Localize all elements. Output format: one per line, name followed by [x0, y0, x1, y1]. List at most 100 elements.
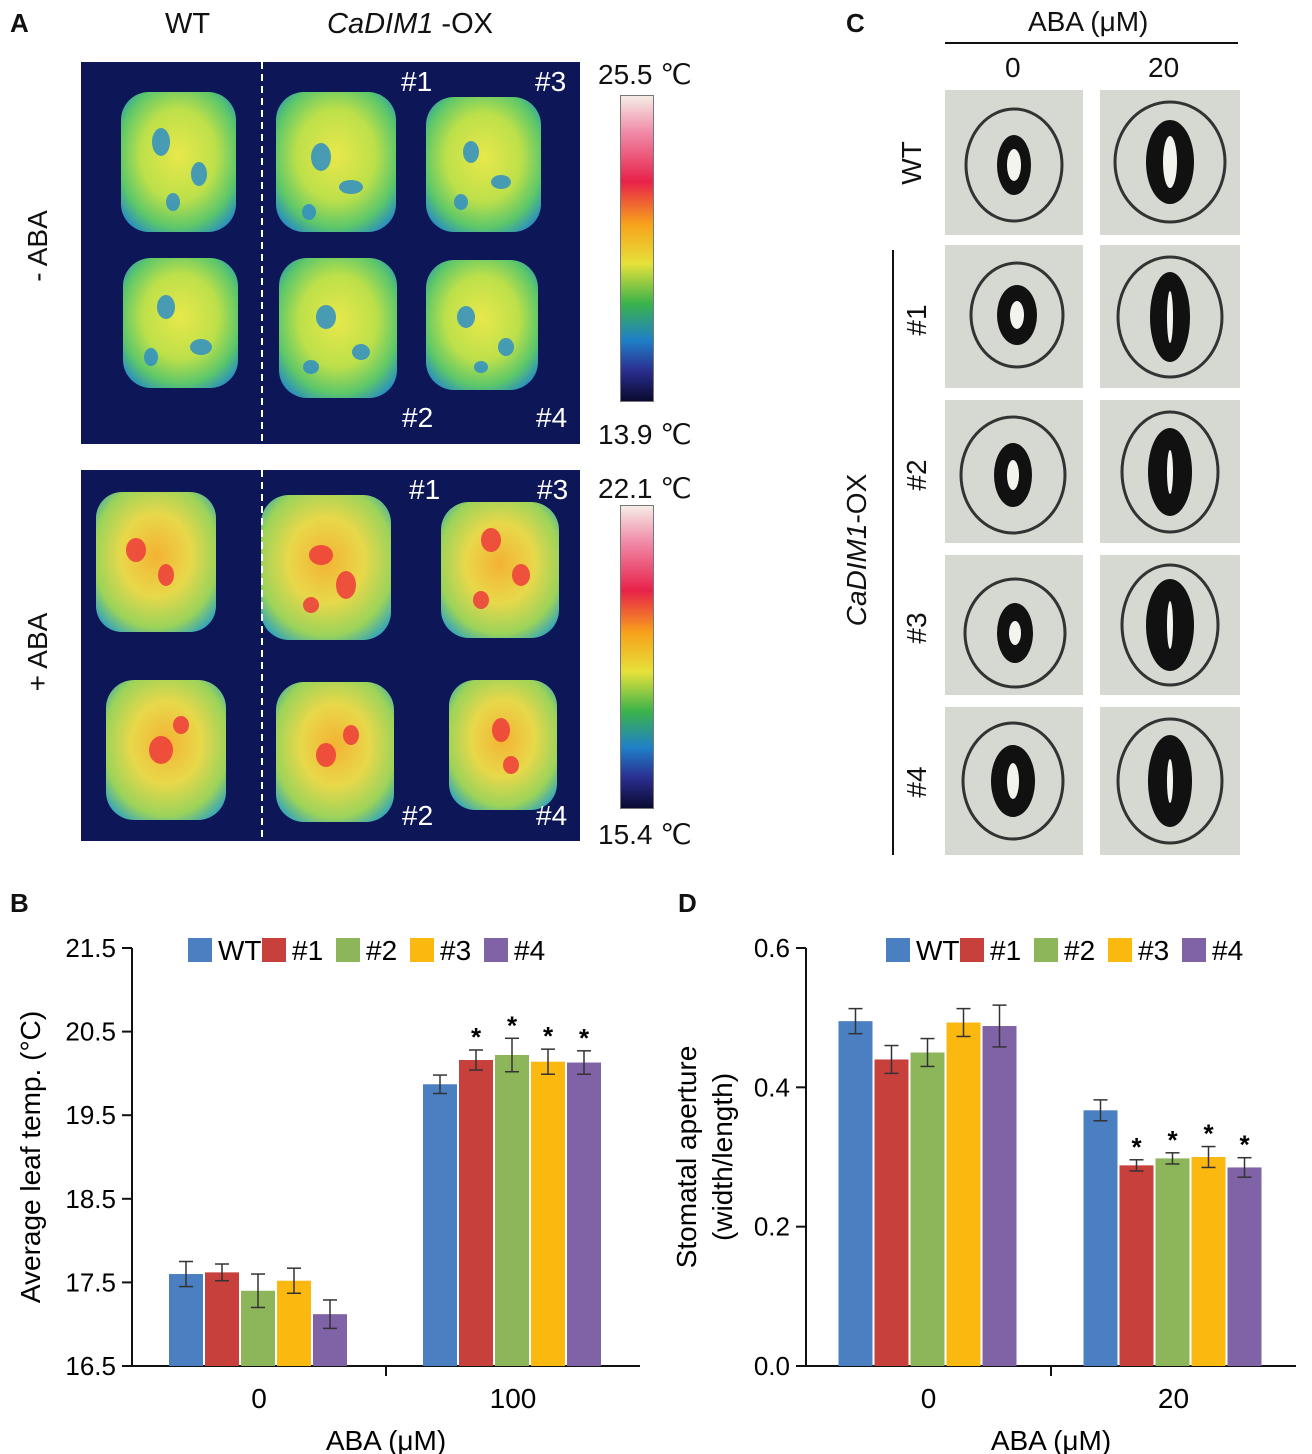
significance-marker: * — [1203, 1119, 1214, 1149]
bar — [423, 1084, 457, 1366]
bar — [838, 1021, 873, 1366]
bar — [205, 1272, 239, 1366]
bar — [169, 1274, 203, 1366]
legend-label: WT — [916, 935, 960, 966]
bar — [910, 1052, 945, 1366]
y-tick-label: 17.5 — [65, 1267, 116, 1297]
y-axis-label: Average leaf temp. (°C) — [15, 1011, 46, 1303]
micro-row-4: #4 — [901, 766, 932, 798]
bar — [567, 1062, 601, 1366]
scale-min-minus: 13.9 ℃ — [598, 419, 692, 450]
stoma-1-0 — [945, 245, 1083, 388]
chart-b: 16.5 17.5 18.5 19.5 20.5 21.5 0 100 * * * * ABA (μM)… — [15, 933, 640, 1454]
y-tick-label: 0.0 — [754, 1351, 790, 1381]
thermal-plants-minus-aba — [121, 62, 541, 444]
legend-label: #2 — [1064, 935, 1095, 966]
bar — [1191, 1157, 1226, 1366]
line-label-4: #4 — [536, 402, 568, 433]
stoma-4-20 — [1100, 707, 1240, 855]
y-axis-label: Stomatal aperture — [671, 1046, 702, 1269]
line-label-3-plus: #3 — [537, 474, 569, 505]
legend-swatch — [262, 938, 286, 962]
bar — [1155, 1158, 1190, 1366]
bar — [531, 1061, 565, 1366]
scale-max-minus: 25.5 ℃ — [598, 59, 692, 90]
conc-0-label: 0 — [1005, 52, 1021, 83]
x-tick-label: 20 — [1158, 1383, 1189, 1414]
bar — [1083, 1110, 1118, 1366]
legend-label: #4 — [514, 935, 545, 966]
stoma-2-0 — [945, 400, 1083, 543]
stoma-1-20 — [1100, 245, 1240, 388]
stoma-2-20 — [1100, 400, 1240, 543]
thermal-plants-plus-aba — [96, 470, 559, 841]
y-tick-label: 0.2 — [754, 1212, 790, 1242]
panel-b-label: B — [10, 888, 29, 918]
row-label-plus-aba: + ABA — [22, 612, 53, 692]
x-axis-label: ABA (μM) — [991, 1425, 1111, 1454]
bar — [495, 1055, 529, 1366]
bar — [277, 1280, 311, 1366]
stoma-wt-20 — [1100, 90, 1240, 235]
legend-label: #1 — [292, 935, 323, 966]
panel-a-label: A — [10, 8, 29, 38]
thermal-image-plus-aba: #1 #3 #2 #4 — [81, 470, 580, 841]
scale-max-plus: 22.1 ℃ — [598, 473, 692, 504]
line-label-3: #3 — [535, 66, 567, 97]
legend-swatch — [336, 938, 360, 962]
legend-swatch — [1182, 938, 1206, 962]
significance-marker: * — [507, 1010, 518, 1040]
micro-ox-label: CaDIM1-OX — [841, 474, 873, 626]
x-tick-label: 0 — [251, 1383, 267, 1414]
line-label-1-plus: #1 — [409, 474, 441, 505]
significance-marker: * — [1131, 1132, 1142, 1162]
stoma-3-20 — [1100, 555, 1240, 695]
thermal-image-minus-aba: #1 #3 #2 #4 — [81, 62, 580, 444]
y-tick-label: 0.4 — [754, 1072, 790, 1102]
panel-a-ox-label: CaDIM1 -OX — [327, 8, 493, 41]
x-tick-label: 100 — [490, 1383, 537, 1414]
panel-c-label: C — [846, 8, 865, 38]
bar — [1119, 1165, 1154, 1366]
legend-swatch — [1034, 938, 1058, 962]
y-tick-label: 21.5 — [65, 933, 116, 963]
legend-swatch — [1108, 938, 1132, 962]
legend-swatch — [960, 938, 984, 962]
line-label-4-plus: #4 — [536, 800, 568, 831]
micro-row-wt: WT — [896, 141, 927, 185]
panel-d-label: D — [678, 888, 697, 918]
x-tick-label: 0 — [921, 1383, 937, 1414]
panel-c-header-rule — [945, 42, 1238, 44]
y-tick-label: 0.6 — [754, 933, 790, 963]
line-label-1: #1 — [401, 66, 433, 97]
y-tick-label: 16.5 — [65, 1351, 116, 1381]
scale-min-plus: 15.4 ℃ — [598, 819, 692, 850]
legend-swatch — [410, 938, 434, 962]
micro-row-1: #1 — [901, 304, 932, 336]
bar — [982, 1026, 1017, 1366]
bar — [1227, 1167, 1262, 1366]
legend-swatch — [484, 938, 508, 962]
panel-a-ox-gene: CaDIM1 — [327, 8, 434, 40]
stoma-4-0 — [945, 707, 1083, 855]
legend-swatch — [886, 938, 910, 962]
color-scale-minus-aba — [620, 95, 654, 402]
significance-marker: * — [471, 1022, 482, 1052]
micro-ox-suffix: -OX — [841, 473, 872, 524]
bar — [459, 1060, 493, 1366]
stoma-3-0 — [945, 555, 1083, 695]
legend-label: #3 — [440, 935, 471, 966]
significance-marker: * — [1167, 1125, 1178, 1155]
bar — [874, 1059, 909, 1366]
legend-label: #2 — [366, 935, 397, 966]
conc-20-label: 20 — [1148, 52, 1180, 83]
chart-d: 0.0 0.2 0.4 0.6 0 20 * * * * ABA (μM) Stomatal aper… — [671, 933, 1296, 1454]
significance-marker: * — [543, 1021, 554, 1051]
legend-label: #3 — [1138, 935, 1169, 966]
panel-a-wt-label: WT — [165, 8, 211, 40]
y-axis-label-2: (width/length) — [707, 1073, 738, 1241]
legend-swatch — [188, 938, 212, 962]
y-tick-label: 20.5 — [65, 1017, 116, 1047]
significance-marker: * — [579, 1023, 590, 1053]
y-tick-label: 19.5 — [65, 1100, 116, 1130]
